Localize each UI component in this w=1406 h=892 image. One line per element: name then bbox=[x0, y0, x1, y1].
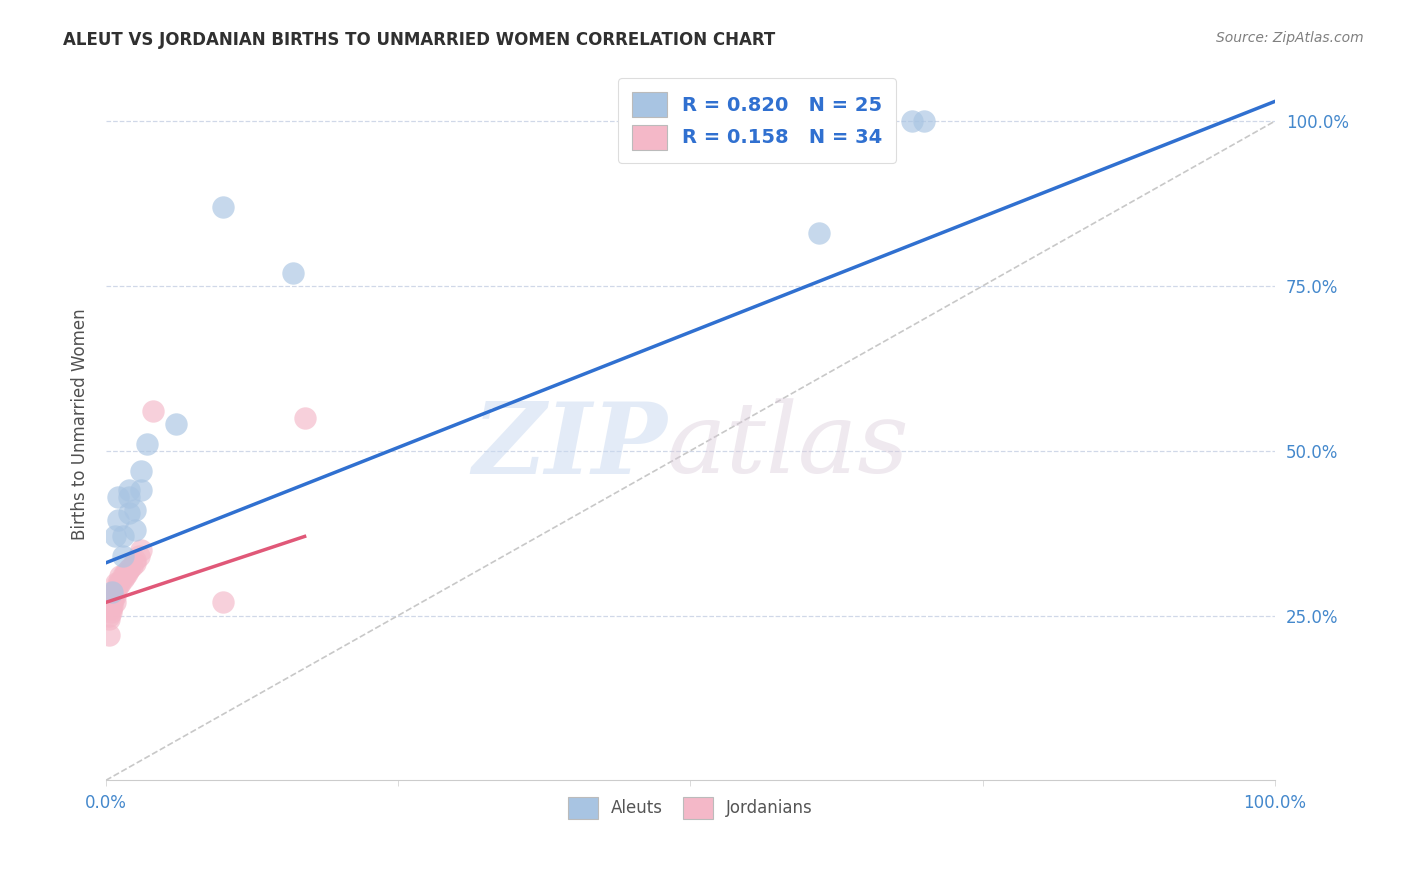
Point bbox=[129, 464, 152, 478]
Point bbox=[114, 569, 136, 583]
Point bbox=[118, 562, 141, 576]
Text: atlas: atlas bbox=[666, 398, 910, 493]
Point bbox=[124, 556, 146, 570]
Point bbox=[104, 589, 127, 603]
Point bbox=[118, 562, 141, 576]
Point bbox=[118, 483, 141, 498]
Text: Source: ZipAtlas.com: Source: ZipAtlas.com bbox=[1216, 31, 1364, 45]
Point bbox=[124, 552, 146, 566]
Point bbox=[115, 566, 138, 580]
Point bbox=[294, 410, 316, 425]
Point bbox=[100, 592, 122, 607]
Point bbox=[165, 417, 187, 432]
Point bbox=[107, 490, 129, 504]
Point bbox=[118, 507, 141, 521]
Y-axis label: Births to Unmarried Women: Births to Unmarried Women bbox=[72, 309, 89, 541]
Text: ALEUT VS JORDANIAN BIRTHS TO UNMARRIED WOMEN CORRELATION CHART: ALEUT VS JORDANIAN BIRTHS TO UNMARRIED W… bbox=[63, 31, 776, 49]
Point bbox=[121, 559, 143, 574]
Point bbox=[98, 612, 121, 626]
Point bbox=[901, 114, 924, 128]
Point bbox=[807, 227, 830, 241]
Point bbox=[128, 549, 150, 564]
Point bbox=[104, 529, 127, 543]
Point bbox=[100, 595, 122, 609]
Point bbox=[668, 114, 690, 128]
Point bbox=[107, 575, 129, 590]
Point bbox=[912, 114, 935, 128]
Point bbox=[98, 628, 121, 642]
Point bbox=[211, 200, 233, 214]
Point bbox=[98, 608, 121, 623]
Point bbox=[107, 513, 129, 527]
Point bbox=[866, 114, 889, 128]
Point bbox=[100, 602, 122, 616]
Point bbox=[108, 569, 131, 583]
Point bbox=[105, 582, 128, 597]
Point bbox=[112, 569, 135, 583]
Point bbox=[124, 523, 146, 537]
Point bbox=[118, 490, 141, 504]
Point bbox=[211, 595, 233, 609]
Point bbox=[100, 585, 122, 599]
Point bbox=[105, 575, 128, 590]
Point bbox=[112, 572, 135, 586]
Point bbox=[114, 566, 136, 580]
Point bbox=[135, 437, 157, 451]
Point bbox=[129, 483, 152, 498]
Point bbox=[129, 542, 152, 557]
Point bbox=[644, 114, 666, 128]
Point bbox=[101, 589, 124, 603]
Point bbox=[124, 503, 146, 517]
Point bbox=[112, 529, 135, 543]
Point bbox=[100, 605, 122, 619]
Text: ZIP: ZIP bbox=[472, 398, 666, 494]
Point bbox=[103, 585, 125, 599]
Point bbox=[142, 404, 165, 418]
Point bbox=[679, 114, 702, 128]
Point bbox=[749, 128, 772, 142]
Point bbox=[101, 592, 124, 607]
Point bbox=[100, 599, 122, 613]
Point bbox=[112, 549, 135, 564]
Point bbox=[281, 266, 304, 280]
Point bbox=[108, 575, 131, 590]
Legend: Aleuts, Jordanians: Aleuts, Jordanians bbox=[561, 790, 820, 825]
Point bbox=[104, 595, 127, 609]
Point bbox=[107, 579, 129, 593]
